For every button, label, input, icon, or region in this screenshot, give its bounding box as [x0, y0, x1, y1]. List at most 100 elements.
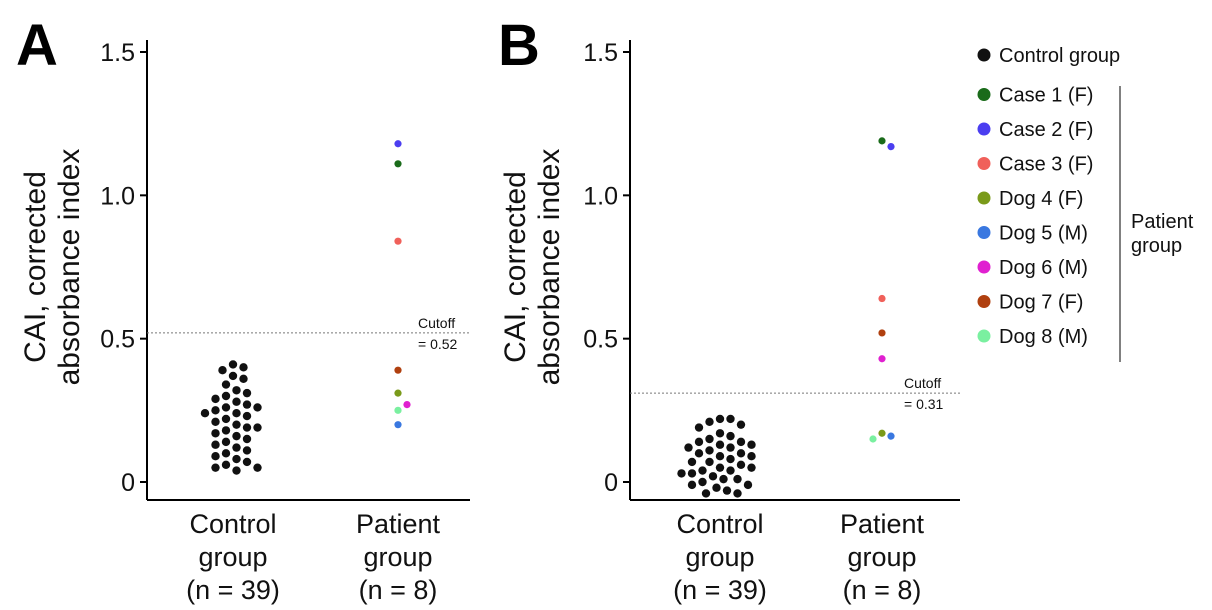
legend-bracket-label: Patient: [1131, 211, 1194, 233]
control-point: [716, 415, 724, 423]
control-point: [702, 489, 710, 497]
patient-point: [878, 329, 885, 336]
legend-label-control: Control group: [999, 45, 1120, 67]
control-point: [253, 403, 261, 411]
control-point: [737, 420, 745, 428]
control-point: [716, 463, 724, 471]
control-point: [726, 443, 734, 451]
legend-label: Case 1 (F): [999, 85, 1093, 107]
control-point: [737, 461, 745, 469]
control-point: [222, 438, 230, 446]
control-point: [211, 463, 219, 471]
y-axis-label: CAI, corrected: [499, 171, 532, 363]
control-point: [232, 443, 240, 451]
x-category-label: (n = 8): [843, 575, 922, 605]
control-point: [698, 466, 706, 474]
patient-point: [878, 355, 885, 362]
y-axis-label: absorbance index: [533, 149, 566, 386]
legend-marker-control: [978, 49, 991, 62]
control-point: [733, 489, 741, 497]
control-point: [232, 398, 240, 406]
legend-label: Dog 7 (F): [999, 292, 1083, 314]
control-point: [239, 375, 247, 383]
control-point: [253, 423, 261, 431]
panel-letter-a: A: [16, 13, 58, 78]
legend-marker: [978, 157, 991, 170]
control-point: [229, 372, 237, 380]
y-tick-label: 1.0: [583, 182, 618, 210]
patient-point: [878, 137, 885, 144]
control-point: [211, 395, 219, 403]
control-point: [688, 458, 696, 466]
control-point: [222, 461, 230, 469]
cutoff-value-label: = 0.31: [904, 396, 944, 412]
control-point: [709, 472, 717, 480]
control-point: [211, 418, 219, 426]
control-point: [726, 432, 734, 440]
y-axis-label: CAI, corrected: [19, 171, 52, 363]
control-point: [243, 435, 251, 443]
control-point: [688, 481, 696, 489]
cutoff-value-label: = 0.52: [418, 336, 458, 352]
patient-point: [887, 143, 894, 150]
control-point: [695, 449, 703, 457]
control-point: [232, 466, 240, 474]
control-point: [232, 420, 240, 428]
patient-point: [878, 295, 885, 302]
legend-marker: [978, 261, 991, 274]
x-category-label: (n = 39): [186, 575, 280, 605]
panel-a: A 0 0.5 1.0 1.5 CAI, corrected absorbance ind…: [16, 13, 470, 605]
control-point: [695, 438, 703, 446]
control-point: [726, 466, 734, 474]
control-point: [716, 452, 724, 460]
control-point: [232, 386, 240, 394]
panel-letter-b: B: [498, 13, 540, 78]
control-point: [232, 455, 240, 463]
control-point: [726, 415, 734, 423]
control-point: [719, 475, 727, 483]
legend-label: Dog 8 (M): [999, 326, 1088, 348]
x-category-label: Patient: [840, 509, 925, 539]
y-tick-label: 1.5: [583, 39, 618, 67]
patient-point: [394, 238, 401, 245]
control-point: [243, 412, 251, 420]
legend-marker: [978, 295, 991, 308]
control-point: [232, 409, 240, 417]
control-point: [229, 360, 237, 368]
control-point: [232, 432, 240, 440]
control-point: [201, 409, 209, 417]
control-point: [222, 426, 230, 434]
x-category-label: (n = 39): [673, 575, 767, 605]
patient-point: [394, 160, 401, 167]
patient-point: [878, 430, 885, 437]
control-point: [726, 455, 734, 463]
patient-point: [887, 433, 894, 440]
control-point: [712, 484, 720, 492]
patient-point: [394, 367, 401, 374]
legend-label: Case 2 (F): [999, 119, 1093, 141]
control-point: [222, 392, 230, 400]
control-point: [211, 452, 219, 460]
x-category-label: group: [847, 542, 916, 572]
y-tick-label: 1.0: [100, 182, 135, 210]
control-point: [243, 458, 251, 466]
y-tick-label: 1.5: [100, 39, 135, 67]
legend-marker: [978, 226, 991, 239]
control-point: [243, 446, 251, 454]
legend-label: Dog 5 (M): [999, 223, 1088, 245]
legend-marker: [978, 330, 991, 343]
control-point: [684, 443, 692, 451]
cutoff-label: Cutoff: [904, 375, 941, 391]
x-category-label: Patient: [356, 509, 441, 539]
control-point: [705, 458, 713, 466]
y-tick-label: 0: [604, 469, 618, 497]
legend-label: Dog 6 (M): [999, 257, 1088, 279]
control-point: [744, 481, 752, 489]
patient-point: [403, 401, 410, 408]
legend-marker: [978, 192, 991, 205]
cutoff-label: Cutoff: [418, 315, 455, 331]
control-point: [222, 449, 230, 457]
control-point: [222, 403, 230, 411]
control-point: [705, 435, 713, 443]
patient-point: [394, 407, 401, 414]
